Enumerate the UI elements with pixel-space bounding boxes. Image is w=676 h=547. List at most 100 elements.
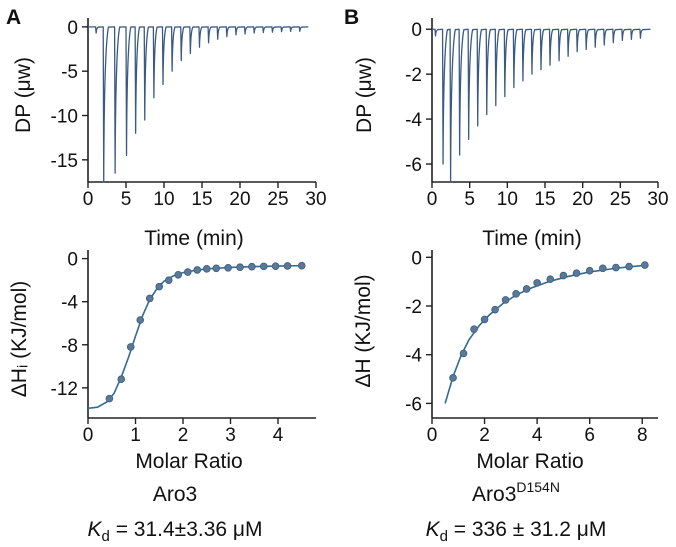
panel-label-a: A xyxy=(6,6,21,29)
data-point xyxy=(559,271,568,280)
y-tick-label: -10 xyxy=(51,107,78,128)
data-point xyxy=(117,375,126,384)
x-tick-label: 20 xyxy=(572,189,593,210)
fit-curve xyxy=(444,264,645,404)
x-tick-label: 30 xyxy=(305,189,326,210)
binding-isotherm-B: ΔH (KJ/mol) Molar Ratio 0 2 4 6 8 0 -2 -4 -6 xyxy=(352,248,658,473)
data-point xyxy=(224,263,232,272)
caption-left-kd: Kd = 31.4±3.36 μM xyxy=(88,518,263,545)
data-point xyxy=(449,374,457,382)
data-point xyxy=(248,262,256,271)
x-tick-label: 3 xyxy=(225,425,236,446)
kd-symbol: K xyxy=(88,518,103,541)
data-point xyxy=(612,263,620,272)
y-axis-label: DP (μw) xyxy=(12,57,35,133)
data-point xyxy=(641,261,649,269)
y-tick-label: -2 xyxy=(405,65,422,86)
axis-ticks: 0 5 10 15 20 25 30 0 -5 -10 -15 xyxy=(51,18,327,210)
y-tick-label: 0 xyxy=(411,20,422,41)
axis-ticks: 0 1 2 3 4 0 -4 -8 -12 xyxy=(51,250,316,446)
y-tick-label: -6 xyxy=(405,394,422,415)
caption-right-name: Aro3D154N xyxy=(472,479,560,506)
data-point xyxy=(236,263,244,272)
data-point xyxy=(193,266,202,274)
data-point xyxy=(599,264,607,273)
data-point xyxy=(625,262,633,271)
x-axis-label: Time (min) xyxy=(482,227,582,250)
panel-label-b: B xyxy=(344,6,359,29)
x-tick-label: 10 xyxy=(153,189,174,210)
data-point xyxy=(512,290,520,298)
y-tick-label: -12 xyxy=(51,379,78,400)
y-tick-label: -4 xyxy=(61,293,78,314)
kd-symbol: K xyxy=(426,518,441,541)
series-trace xyxy=(432,28,651,183)
x-axis-label: Molar Ratio xyxy=(135,450,242,473)
data-point xyxy=(136,316,145,324)
y-tick-label: -6 xyxy=(405,155,422,176)
x-tick-label: 5 xyxy=(121,189,132,210)
x-tick-label: 2 xyxy=(178,425,189,446)
caption-right: Aro3D154N Kd = 336 ± 31.2 μM xyxy=(426,479,607,545)
data-point xyxy=(572,269,581,277)
data-point xyxy=(183,268,192,276)
data-point xyxy=(259,262,268,271)
y-axis-label: ΔHᵢ (KJ/mol) xyxy=(8,281,31,398)
data-point xyxy=(501,296,510,304)
data-point xyxy=(491,305,499,314)
x-tick-label: 10 xyxy=(497,189,518,210)
x-tick-label: 15 xyxy=(191,189,212,210)
data-point xyxy=(155,282,164,291)
data-point xyxy=(533,279,541,287)
y-tick-label: 0 xyxy=(67,250,78,271)
data-point xyxy=(459,349,468,358)
data-point xyxy=(297,261,306,270)
data-marks xyxy=(432,28,651,183)
caption-left-name: Aro3 xyxy=(153,483,197,506)
data-point xyxy=(174,270,183,279)
data-point xyxy=(522,285,531,293)
x-axis-label: Molar Ratio xyxy=(476,450,583,473)
x-tick-label: 1 xyxy=(130,425,141,446)
fit-curve xyxy=(87,264,302,410)
data-point xyxy=(480,315,489,324)
itc-raw-thermogram-B: B DP (μw) Time (min) 0 5 10 15 20 25 30 0 -2 -4 -6 xyxy=(344,6,669,250)
kd-subscript: d xyxy=(440,528,448,545)
kd-value: = 336 ± 31.2 μM xyxy=(448,518,606,541)
x-tick-label: 0 xyxy=(83,189,94,210)
y-axis-label: ΔH (KJ/mol) xyxy=(352,274,375,387)
x-tick-label: 20 xyxy=(229,189,250,210)
axis-ticks: 0 2 4 6 8 0 -2 -4 -6 xyxy=(405,248,658,446)
data-point xyxy=(145,294,154,303)
data-marks xyxy=(87,261,306,410)
x-tick-label: 0 xyxy=(83,425,94,446)
y-axis-label: DP (μw) xyxy=(353,57,376,133)
data-marks xyxy=(444,261,649,404)
x-tick-label: 5 xyxy=(464,189,475,210)
binding-isotherm-A: ΔHᵢ (KJ/mol) Molar Ratio 0 1 2 3 4 0 -4 -8 -12 xyxy=(8,250,316,473)
kd-value: = 31.4±3.36 μM xyxy=(110,518,263,541)
x-tick-label: 0 xyxy=(427,189,438,210)
x-tick-label: 15 xyxy=(534,189,555,210)
y-tick-label: -4 xyxy=(405,110,422,131)
y-tick-label: -5 xyxy=(61,62,78,83)
data-point xyxy=(126,343,135,351)
x-tick-label: 4 xyxy=(532,425,543,446)
x-tick-label: 4 xyxy=(273,425,284,446)
x-tick-label: 8 xyxy=(637,425,648,446)
x-tick-label: 25 xyxy=(610,189,631,210)
data-point xyxy=(470,325,478,333)
x-tick-label: 25 xyxy=(267,189,288,210)
data-point xyxy=(546,275,555,284)
x-tick-label: 2 xyxy=(479,425,490,446)
x-axis-label: Time (min) xyxy=(144,227,244,250)
data-point xyxy=(212,264,221,273)
data-point xyxy=(164,276,173,284)
data-point xyxy=(105,394,114,403)
data-point xyxy=(283,262,292,270)
y-tick-label: 0 xyxy=(67,18,78,39)
mutation-superscript: D154N xyxy=(516,479,560,495)
axis-ticks: 0 5 10 15 20 25 30 0 -2 -4 -6 xyxy=(405,18,669,210)
data-marks xyxy=(88,26,309,183)
data-point xyxy=(202,265,211,273)
